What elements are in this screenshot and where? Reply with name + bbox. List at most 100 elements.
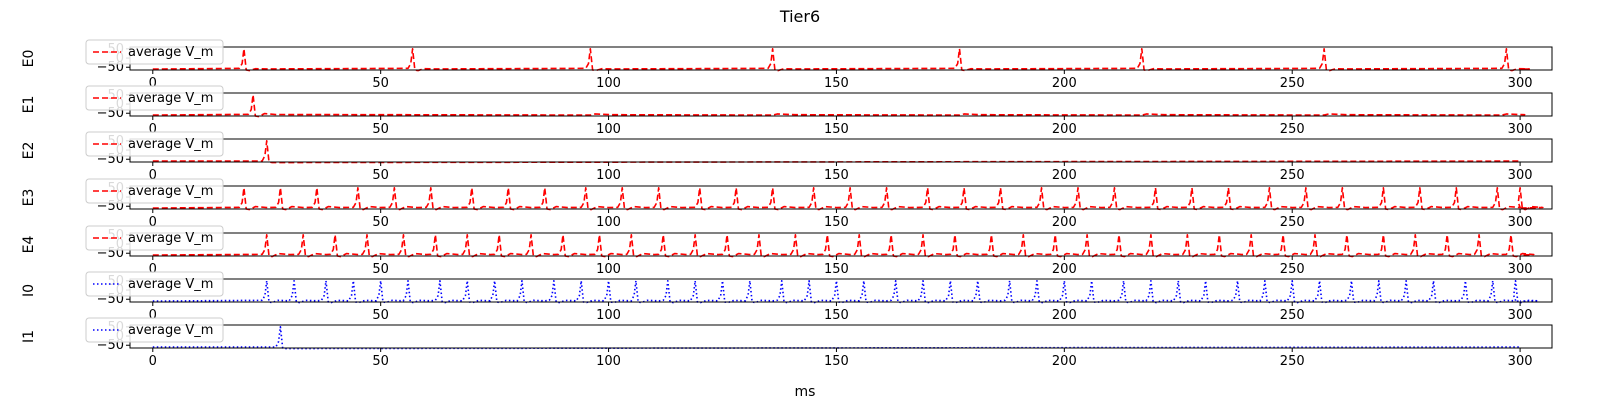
legend-label: average V_m — [128, 184, 213, 199]
x-tick-label: 50 — [372, 354, 389, 369]
y-axis-label: I0 — [21, 284, 37, 297]
x-tick-label: 150 — [824, 308, 849, 323]
legend: average V_m — [85, 317, 224, 343]
y-axis-label: I1 — [21, 330, 37, 343]
legend-label: average V_m — [128, 91, 213, 106]
x-tick-label: 300 — [1508, 122, 1533, 137]
x-tick-label: 50 — [372, 262, 389, 277]
x-tick-label: 0 — [149, 76, 157, 91]
x-tick-label: 150 — [824, 354, 849, 369]
x-tick-label: 50 — [372, 76, 389, 91]
x-tick-label: 0 — [149, 122, 157, 137]
x-tick-label: 200 — [1052, 308, 1077, 323]
x-tick-label: 200 — [1052, 168, 1077, 183]
axes-frame — [129, 92, 1553, 117]
legend-label: average V_m — [128, 323, 213, 338]
x-tick-label: 200 — [1052, 262, 1077, 277]
y-axis-label: E0 — [21, 50, 37, 68]
x-tick-label: 100 — [596, 308, 621, 323]
legend-label: average V_m — [128, 45, 213, 60]
x-tick-label: 0 — [149, 168, 157, 183]
x-tick-label: 100 — [596, 262, 621, 277]
x-tick-label: 0 — [149, 215, 157, 230]
y-axis-label: E1 — [21, 96, 37, 114]
y-axis-label: E3 — [21, 189, 37, 207]
x-tick-label: 300 — [1508, 76, 1533, 91]
x-tick-label: 300 — [1508, 308, 1533, 323]
legend-box — [85, 85, 224, 111]
chart-title: Tier6 — [779, 7, 820, 26]
axes-frame — [129, 138, 1553, 163]
x-tick-label: 300 — [1508, 215, 1533, 230]
x-tick-label: 50 — [372, 122, 389, 137]
series-line-E2 — [152, 140, 1521, 164]
legend-box — [85, 317, 224, 343]
y-axis-label: E2 — [21, 142, 37, 160]
x-tick-label: 100 — [596, 215, 621, 230]
series-line-E1 — [152, 94, 1526, 118]
x-tick-label: 100 — [596, 76, 621, 91]
x-tick-label: 100 — [596, 168, 621, 183]
legend-box — [85, 131, 224, 157]
axes-frame — [129, 46, 1553, 71]
legend: average V_m — [85, 85, 224, 111]
axes-frame — [129, 324, 1553, 349]
x-tick-label: 250 — [1280, 215, 1305, 230]
x-tick-label: 250 — [1280, 122, 1305, 137]
x-tick-label: 250 — [1280, 262, 1305, 277]
x-tick-label: 150 — [824, 76, 849, 91]
series-line-E0 — [152, 48, 1531, 72]
legend-box — [85, 271, 224, 297]
x-tick-label: 250 — [1280, 168, 1305, 183]
x-tick-label: 300 — [1508, 354, 1533, 369]
legend-box — [85, 178, 224, 204]
series-line-I0 — [152, 280, 1540, 304]
x-tick-label: 150 — [824, 215, 849, 230]
x-tick-label: 250 — [1280, 76, 1305, 91]
legend: average V_m — [85, 39, 224, 65]
legend-label: average V_m — [128, 231, 213, 246]
legend-label: average V_m — [128, 137, 213, 152]
x-tick-label: 150 — [824, 262, 849, 277]
x-tick-label: 0 — [149, 262, 157, 277]
legend-box — [85, 225, 224, 251]
series-line-E4 — [152, 234, 1535, 258]
legend: average V_m — [85, 131, 224, 157]
x-tick-label: 150 — [824, 168, 849, 183]
legend-box — [85, 39, 224, 65]
x-tick-label: 300 — [1508, 168, 1533, 183]
x-tick-label: 0 — [149, 354, 157, 369]
x-tick-label: 200 — [1052, 215, 1077, 230]
x-tick-label: 100 — [596, 354, 621, 369]
legend: average V_m — [85, 271, 224, 297]
x-tick-label: 50 — [372, 168, 389, 183]
legend: average V_m — [85, 178, 224, 204]
x-tick-label: 0 — [149, 308, 157, 323]
x-tick-label: 50 — [372, 308, 389, 323]
x-tick-label: 50 — [372, 215, 389, 230]
x-tick-label: 200 — [1052, 354, 1077, 369]
x-tick-label: 100 — [596, 122, 621, 137]
axes-frame — [129, 232, 1553, 257]
legend-label: average V_m — [128, 277, 213, 292]
series-line-E3 — [152, 187, 1544, 211]
x-tick-label: 150 — [824, 122, 849, 137]
x-tick-label: 300 — [1508, 262, 1533, 277]
x-tick-label: 250 — [1280, 354, 1305, 369]
x-tick-label: 200 — [1052, 76, 1077, 91]
x-axis-label: ms — [795, 384, 816, 400]
axes-frame — [129, 278, 1553, 303]
series-line-I1 — [152, 326, 1521, 350]
x-tick-label: 250 — [1280, 308, 1305, 323]
y-axis-label: E4 — [21, 236, 37, 254]
x-tick-label: 200 — [1052, 122, 1077, 137]
legend: average V_m — [85, 225, 224, 251]
